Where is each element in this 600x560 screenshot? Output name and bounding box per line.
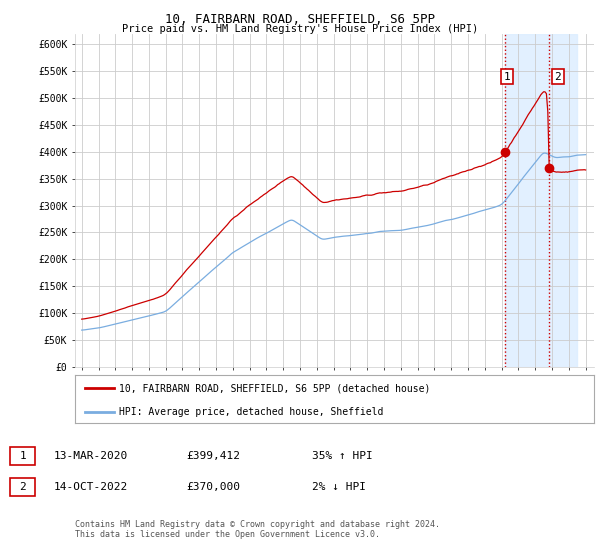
Text: 10, FAIRBARN ROAD, SHEFFIELD, S6 5PP: 10, FAIRBARN ROAD, SHEFFIELD, S6 5PP (165, 13, 435, 26)
Text: £399,412: £399,412 (186, 451, 240, 461)
Text: 2: 2 (554, 72, 561, 82)
Text: 1: 1 (19, 451, 26, 461)
Text: 13-MAR-2020: 13-MAR-2020 (54, 451, 128, 461)
Text: Price paid vs. HM Land Registry's House Price Index (HPI): Price paid vs. HM Land Registry's House … (122, 24, 478, 34)
Text: 1: 1 (503, 72, 510, 82)
Text: Contains HM Land Registry data © Crown copyright and database right 2024.
This d: Contains HM Land Registry data © Crown c… (75, 520, 440, 539)
Bar (505, 34, 577, 367)
Text: £370,000: £370,000 (186, 482, 240, 492)
Text: 2% ↓ HPI: 2% ↓ HPI (312, 482, 366, 492)
Text: 35% ↑ HPI: 35% ↑ HPI (312, 451, 373, 461)
Text: HPI: Average price, detached house, Sheffield: HPI: Average price, detached house, Shef… (119, 407, 383, 417)
Text: 10, FAIRBARN ROAD, SHEFFIELD, S6 5PP (detached house): 10, FAIRBARN ROAD, SHEFFIELD, S6 5PP (de… (119, 383, 430, 393)
Text: 2: 2 (19, 482, 26, 492)
Text: 14-OCT-2022: 14-OCT-2022 (54, 482, 128, 492)
